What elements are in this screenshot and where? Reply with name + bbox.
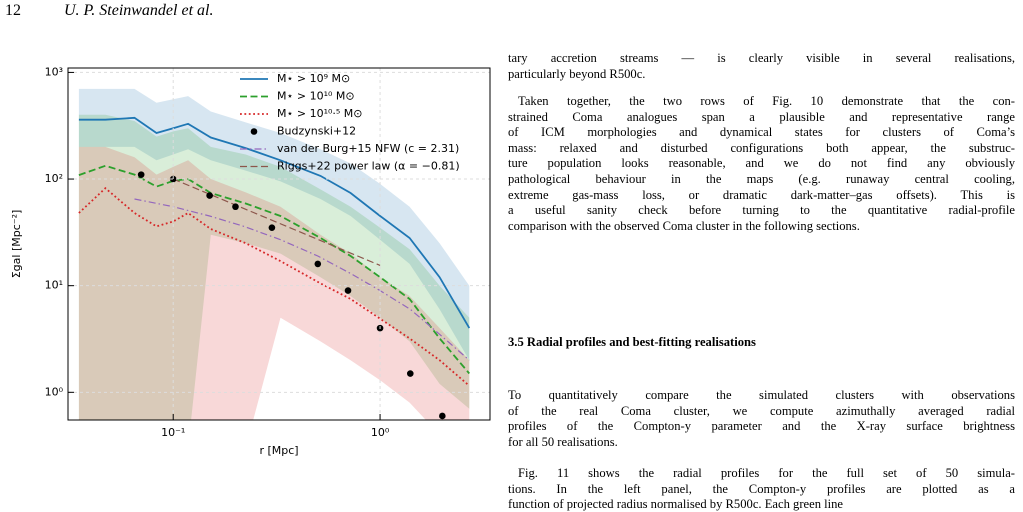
plot-frame — [67, 67, 491, 421]
text-line: profiles of the Compton-y parameter and … — [508, 419, 1015, 434]
legend-label: Riggs+22 power law (α = −0.81) — [277, 160, 460, 173]
data-point — [206, 192, 213, 199]
y-tick-label: 10² — [45, 172, 63, 185]
data-point — [268, 224, 276, 231]
x-axis-label: r [Mpc] — [259, 444, 298, 457]
text-line: Fig. 11 shows the radial profiles for th… — [518, 466, 1015, 480]
text-line: a useful sanity check before turning to … — [508, 203, 1015, 218]
data-point — [439, 412, 446, 420]
band — [78, 114, 470, 420]
y-tick-label: 10⁰ — [45, 385, 64, 398]
text-line: function of projected radius normalised … — [508, 497, 844, 512]
text-line: ture population looks reasonable, and we… — [508, 156, 1015, 171]
band — [78, 146, 470, 420]
text-line: pathological behaviour in the maps (e.g.… — [508, 172, 1015, 186]
data-point — [232, 203, 239, 211]
plot-area — [78, 88, 471, 420]
text-line: particularly beyond R500c. — [508, 66, 646, 81]
text-line: mass: relaxed and disturbed configuratio… — [508, 140, 1015, 155]
series-line — [78, 116, 471, 329]
text-line: Taken together, the two rows of Fig. 10 … — [518, 94, 1015, 108]
section-heading: 3.5 Radial profiles and best-fitting rea… — [508, 335, 756, 349]
text-line: strained Coma analogues span a plausible… — [508, 109, 1015, 124]
x-tick-label: 10⁻¹ — [161, 426, 185, 439]
running-head: U. P. Steinwandel et al. — [64, 2, 214, 19]
x-tick-label: 10⁰ — [371, 426, 390, 439]
text-line: To quantitatively compare the simulated … — [508, 388, 1015, 402]
data-point — [406, 370, 414, 377]
data-point — [314, 260, 322, 268]
text-line: of the real Coma cluster, we compute azi… — [508, 403, 1015, 418]
legend-swatch — [250, 128, 258, 135]
legend-label: Budzynski+12 — [277, 125, 356, 138]
text-line: tions. In the left panel, the Compton-y … — [508, 481, 1015, 496]
model-line — [134, 198, 470, 361]
y-axis-label: Σgal [Mpc⁻²] — [10, 210, 23, 279]
legend-label: van der Burg+15 NFW (c = 2.31) — [277, 142, 459, 155]
data-point — [169, 175, 177, 183]
y-tick-label: 10¹ — [45, 279, 63, 292]
text-line: comparison with the observed Coma cluste… — [508, 218, 860, 233]
legend-label: M⋆ > 10¹⁰·⁵ M⊙ — [277, 107, 363, 120]
legend-label: M⋆ > 10¹⁰ M⊙ — [277, 90, 355, 103]
text-line: extreme gas-mass loss, or dramatic dark-… — [508, 187, 1015, 202]
data-point — [137, 171, 145, 178]
chart: 10⁰ 10¹ 10² 10³ 10⁻¹ 10⁰ r [Mpc] Σgal [Mpc⁻²] M⋆… — [10, 65, 491, 457]
data-point — [344, 287, 352, 294]
text-line: tary accretion streams — is clearly visi… — [508, 51, 1015, 65]
y-tick-label: 10³ — [45, 65, 63, 78]
legend-label: M⋆ > 10⁹ M⊙ — [277, 72, 350, 85]
text-line: of ICM morphologies and dynamical states… — [508, 125, 1015, 140]
text-line: for all 50 realisations. — [508, 434, 618, 449]
page-number: 12 — [5, 2, 21, 19]
